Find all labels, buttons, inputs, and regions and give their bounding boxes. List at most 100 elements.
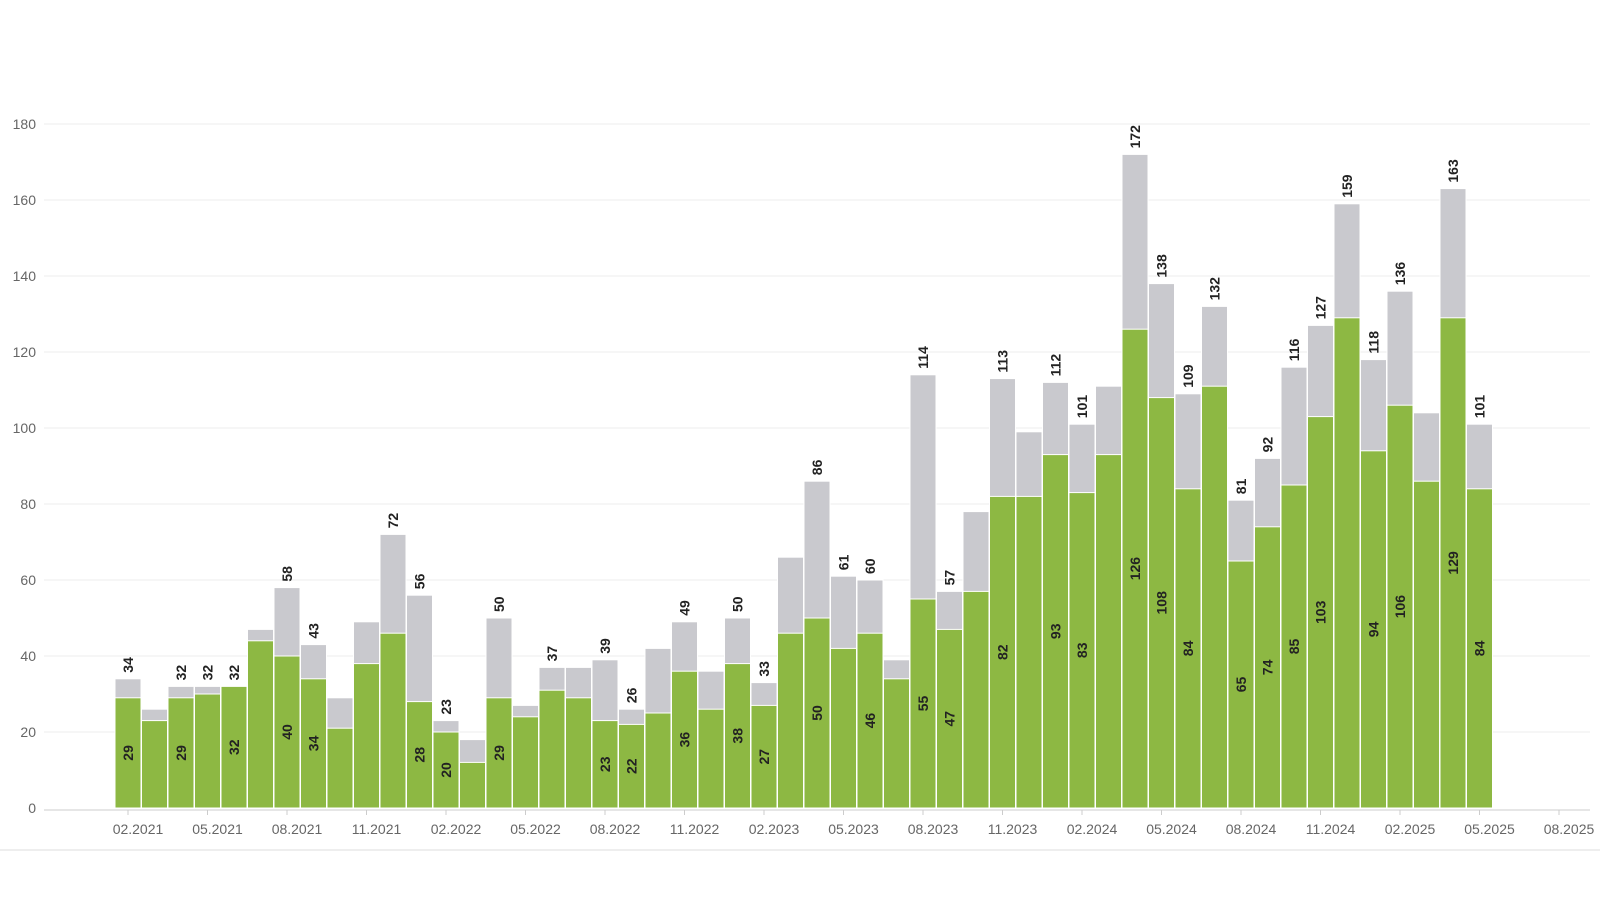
y-tick-label: 60 — [20, 572, 36, 588]
total-value-label: 109 — [1180, 364, 1196, 388]
bar-green-05.2023 — [830, 647, 857, 809]
x-tick-label: 02.2025 — [1385, 821, 1436, 837]
total-value-label: 113 — [995, 350, 1011, 373]
total-value-label: 136 — [1392, 262, 1408, 286]
green-value-label: 129 — [1445, 551, 1461, 575]
green-value-label: 82 — [995, 644, 1011, 660]
bar-green-01.2023 — [724, 663, 751, 809]
bar-green-12.2021 — [379, 632, 407, 809]
green-value-label: 20 — [438, 762, 454, 778]
x-tick-label: 11.2024 — [1306, 821, 1356, 837]
total-value-label: 26 — [624, 687, 640, 703]
bar-green-03.2023 — [777, 632, 804, 809]
green-value-label: 84 — [1472, 640, 1488, 656]
total-value-label: 172 — [1127, 125, 1143, 149]
x-tick-label: 05.2024 — [1146, 821, 1197, 837]
bar-green-10.2024 — [1280, 484, 1308, 809]
total-value-label: 60 — [862, 558, 878, 574]
green-value-label: 93 — [1048, 623, 1064, 639]
bars — [114, 153, 1493, 809]
x-tick-label: 08.2022 — [590, 821, 641, 837]
bar-green-07.2023 — [883, 678, 910, 809]
x-tick-label: 05.2022 — [510, 821, 561, 837]
total-value-label: 49 — [677, 600, 693, 616]
bar-green-04.2025 — [1439, 317, 1467, 809]
x-tick-label: 11.2021 — [352, 821, 402, 837]
x-tick-label: 02.2023 — [749, 821, 800, 837]
green-value-label: 55 — [915, 696, 931, 712]
total-value-label: 72 — [385, 513, 401, 529]
y-tick-label: 180 — [13, 116, 37, 132]
y-tick-label: 40 — [20, 648, 36, 664]
green-value-label: 85 — [1286, 639, 1302, 655]
total-value-label: 23 — [438, 699, 454, 715]
total-value-label: 101 — [1472, 395, 1488, 419]
bar-green-06.2022 — [538, 689, 566, 809]
x-tick-label: 05.2021 — [192, 821, 243, 837]
x-tick-label: 05.2023 — [828, 821, 879, 837]
bar-green-10.2023 — [962, 590, 990, 809]
green-value-label: 36 — [677, 732, 693, 748]
x-tick-label: 08.2021 — [272, 821, 323, 837]
bar-green-08.2023 — [909, 598, 937, 809]
bar-green-11.2021 — [353, 663, 380, 809]
bar-green-10.2022 — [644, 712, 672, 809]
green-value-label: 65 — [1233, 677, 1249, 693]
x-tick-label: 11.2023 — [988, 821, 1038, 837]
green-value-label: 34 — [306, 735, 322, 751]
bar-green-05.2022 — [512, 716, 539, 809]
bar-green-09.2024 — [1254, 526, 1281, 809]
green-value-label: 46 — [862, 713, 878, 729]
green-value-label: 84 — [1180, 640, 1196, 656]
bar-green-06.2024 — [1174, 488, 1202, 809]
bar-green-08.2022 — [591, 720, 619, 809]
y-tick-label: 140 — [13, 268, 37, 284]
total-value-label: 101 — [1074, 395, 1090, 419]
green-value-label: 27 — [756, 749, 772, 765]
total-value-label: 127 — [1313, 296, 1329, 320]
total-value-label: 114 — [915, 346, 931, 369]
x-tick-label: 02.2022 — [431, 821, 482, 837]
y-tick-label: 100 — [13, 420, 37, 436]
bar-green-04.2022 — [485, 697, 513, 809]
x-tick-label: 05.2025 — [1464, 821, 1515, 837]
bar-green-02.2024 — [1068, 492, 1096, 809]
bar-green-12.2024 — [1333, 317, 1361, 809]
total-value-label: 112 — [1048, 354, 1064, 377]
bar-green-04.2024 — [1121, 328, 1149, 809]
y-tick-label: 20 — [20, 724, 36, 740]
bar-green-08.2024 — [1227, 560, 1255, 809]
bar-green-11.2022 — [671, 670, 698, 809]
green-value-label: 126 — [1127, 557, 1143, 581]
bar-green-07.2022 — [565, 697, 592, 809]
total-value-label: 159 — [1339, 174, 1355, 198]
total-value-label: 163 — [1445, 159, 1461, 183]
green-value-label: 22 — [624, 758, 640, 774]
x-tick-label: 08.2025 — [1544, 821, 1595, 837]
total-value-label: 50 — [730, 596, 746, 612]
bar-green-08.2021 — [273, 655, 301, 809]
total-value-label: 56 — [412, 573, 428, 589]
green-value-label: 38 — [730, 728, 746, 744]
bar-green-05.2025 — [1466, 488, 1493, 809]
green-value-label: 40 — [279, 724, 295, 740]
x-axis-tick-labels: 02.2021 05.2021 08.2021 11.2021 02.2022 05.20… — [113, 810, 1595, 837]
bar-green-03.2021 — [141, 720, 168, 809]
bar-green-12.2023 — [1015, 495, 1043, 809]
bar-green-04.2021 — [167, 697, 195, 809]
total-value-label: 39 — [597, 638, 613, 654]
bar-green-11.2024 — [1307, 416, 1334, 809]
green-value-label: 32 — [226, 739, 242, 755]
green-value-label: 108 — [1154, 591, 1170, 615]
green-value-label: 50 — [809, 705, 825, 721]
total-value-label: 81 — [1233, 478, 1249, 494]
total-value-label: 37 — [544, 646, 560, 662]
bar-green-10.2021 — [326, 727, 354, 809]
green-value-label: 83 — [1074, 642, 1090, 658]
total-value-label: 57 — [942, 570, 958, 586]
green-value-label: 29 — [120, 745, 136, 761]
bar-green-12.2022 — [697, 708, 725, 809]
bar-green-03.2025 — [1413, 480, 1440, 809]
x-tick-label: 02.2024 — [1067, 821, 1118, 837]
